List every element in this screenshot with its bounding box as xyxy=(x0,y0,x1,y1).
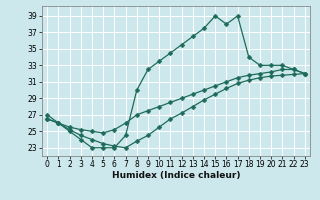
X-axis label: Humidex (Indice chaleur): Humidex (Indice chaleur) xyxy=(112,171,240,180)
